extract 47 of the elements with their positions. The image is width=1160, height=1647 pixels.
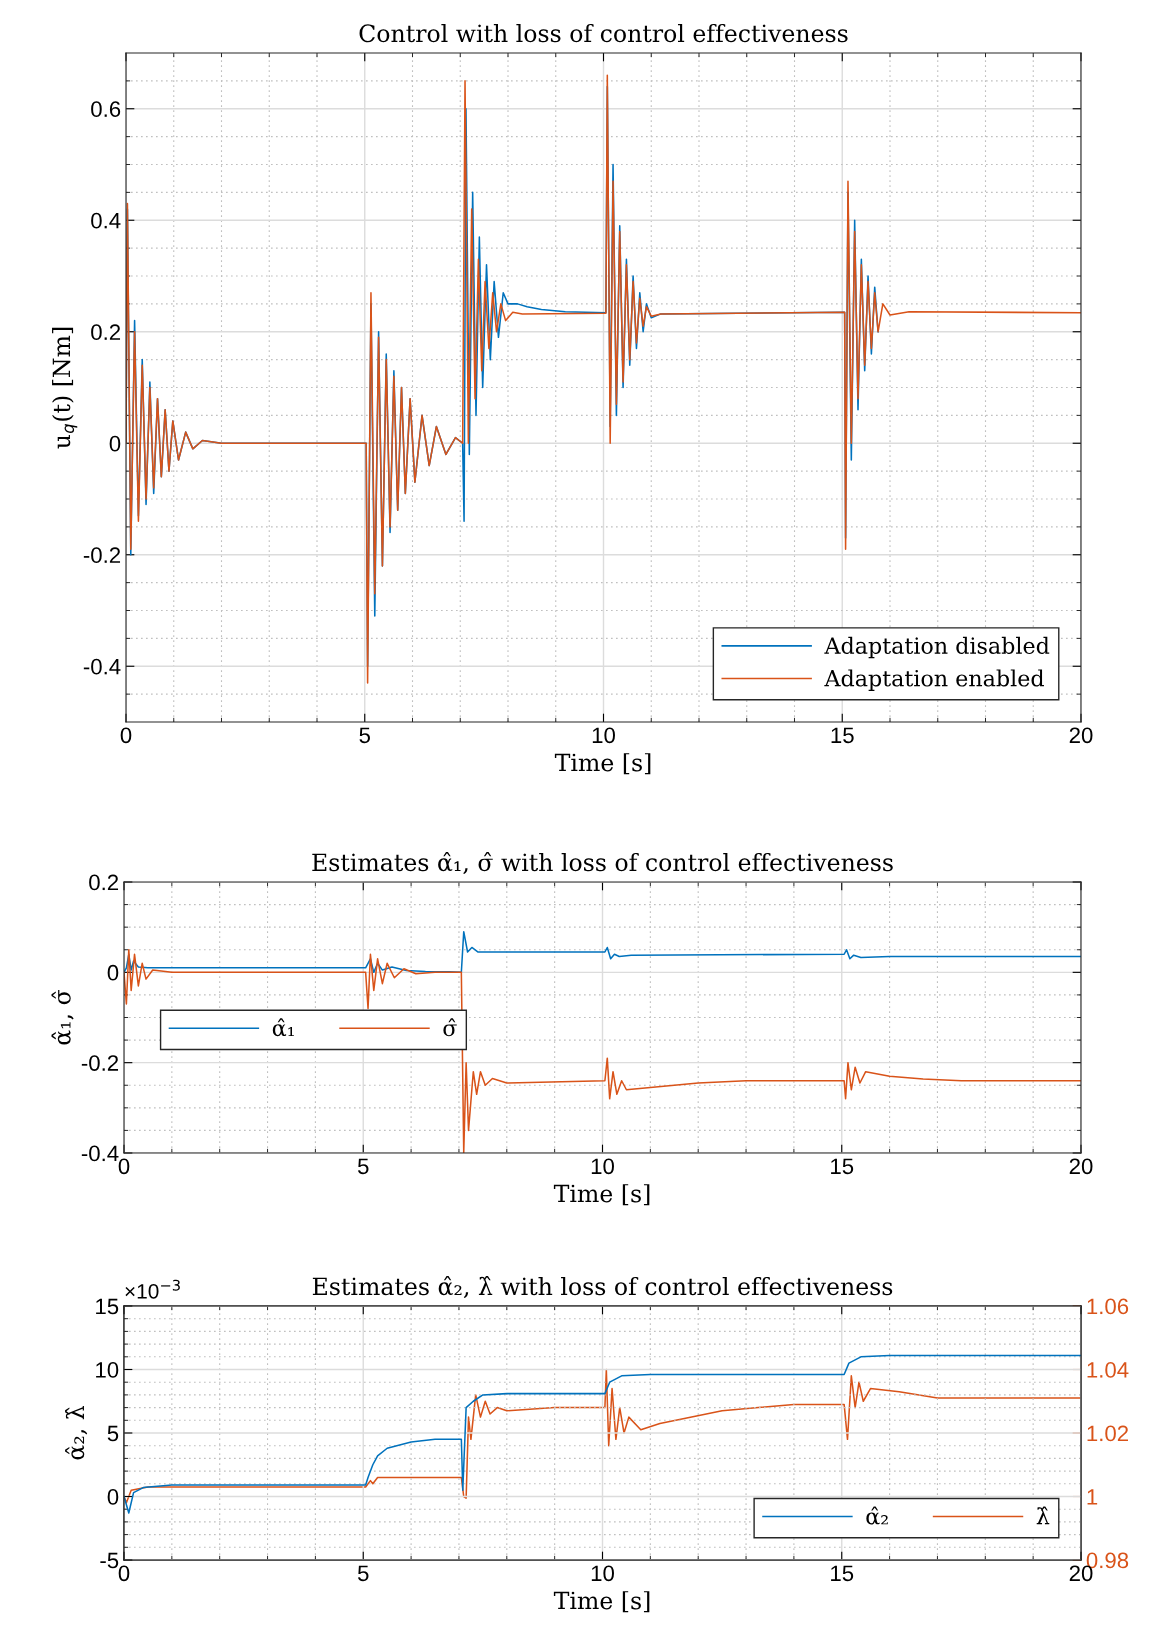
y-tick-label: 0 xyxy=(109,435,121,452)
y-tick-label: -0.2 xyxy=(81,1055,119,1071)
x-axis-title: Time [s] xyxy=(553,1591,650,1613)
text: ×10$^{−3}$ xyxy=(125,1279,180,1299)
chart-title: Estimates α̂₂, λ̂ with loss of control effectiveness xyxy=(312,1276,893,1299)
y-tick-label: 0.2 xyxy=(89,874,119,891)
x-tick-label: 20 xyxy=(1069,1158,1093,1175)
y-axis-title: u$_{q}$(t) [Nm] xyxy=(52,327,78,449)
legend-label: α̂₁ xyxy=(272,1018,294,1037)
x-tick-label: 10 xyxy=(592,727,615,744)
y-tick-label: -0.2 xyxy=(83,547,121,564)
y-tick-label: 0.2 xyxy=(91,324,121,341)
y-axis-title: α̂₁, σ̂ xyxy=(51,989,74,1045)
y-axis-title: α̂₂, λ̂ xyxy=(65,1405,88,1460)
legend-label: Adaptation disabled xyxy=(824,636,1050,659)
x-tick-label: 15 xyxy=(831,1565,854,1582)
chart-title: Control with loss of control effectiveness xyxy=(359,23,848,43)
y-tick-label: 0.6 xyxy=(91,101,121,118)
legend-label: λ̂ xyxy=(1036,1506,1050,1525)
chart-title: Estimates α̂₁, σ̂ with loss of control effectiveness xyxy=(312,852,893,875)
legend-label: σ̂ xyxy=(443,1018,457,1037)
y-tick-label: 5 xyxy=(107,1425,119,1442)
y2-tick-label: 1.02 xyxy=(1087,1425,1128,1442)
y2-tick-label: 1.06 xyxy=(1087,1298,1129,1315)
y-tick-label: -0.4 xyxy=(81,1145,119,1162)
x-tick-label: 10 xyxy=(591,1565,614,1582)
x-tick-label: 0 xyxy=(120,727,132,744)
y-tick-label: 15 xyxy=(96,1298,119,1315)
x-tick-label: 20 xyxy=(1069,727,1093,744)
x-axis-title: Time [s] xyxy=(554,753,651,775)
y-tick-label: 0.4 xyxy=(91,212,121,229)
x-tick-label: 5 xyxy=(357,1565,369,1582)
x-tick-label: 5 xyxy=(359,727,370,744)
y2-tick-label: 1 xyxy=(1087,1489,1098,1505)
y2-tick-label: 1.04 xyxy=(1087,1362,1129,1378)
legend-label: α̂₂ xyxy=(866,1506,888,1525)
y-tick-label: 0 xyxy=(107,964,119,981)
legend-label: Adaptation enabled xyxy=(824,669,1044,691)
x-tick-label: 10 xyxy=(591,1158,614,1175)
x-axis-title: Time [s] xyxy=(553,1184,650,1206)
y-tick-label: 10 xyxy=(96,1362,119,1378)
y-tick-label: -0.4 xyxy=(83,658,121,675)
x-tick-label: 5 xyxy=(357,1158,369,1175)
y-tick-label: -5 xyxy=(100,1552,119,1569)
x-tick-label: 15 xyxy=(831,1158,854,1175)
y-tick-label: 0 xyxy=(107,1489,119,1505)
x-tick-label: 15 xyxy=(831,727,854,744)
